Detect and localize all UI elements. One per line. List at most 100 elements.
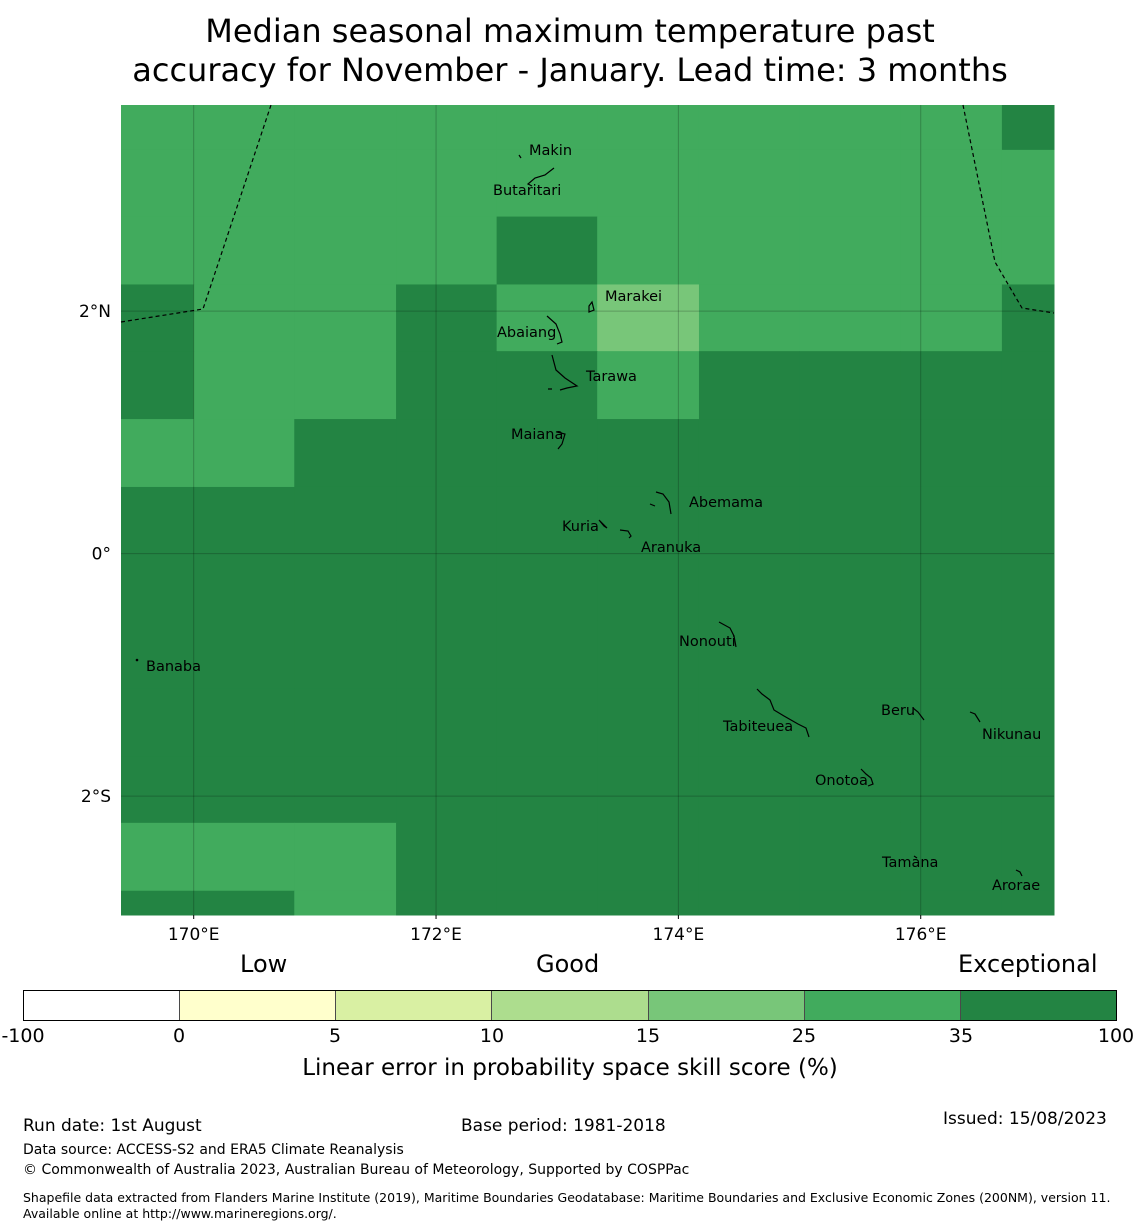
skill-cell — [121, 419, 195, 488]
skill-cell — [698, 284, 801, 352]
skill-cell — [396, 756, 498, 824]
island-label-marakei: Marakei — [605, 289, 662, 305]
skill-cell — [193, 620, 295, 689]
colorbar-tick: 0 — [172, 1025, 186, 1047]
skill-cell — [294, 553, 397, 621]
skill-cell — [900, 284, 1003, 352]
skill-cell — [900, 486, 1003, 555]
skill-cell — [698, 553, 801, 621]
skill-cell — [294, 620, 397, 689]
island-label-beru: Beru — [881, 703, 915, 719]
skill-cell — [698, 216, 801, 285]
copyright: © Commonwealth of Australia 2023, Austra… — [23, 1162, 690, 1178]
skill-cell — [121, 688, 195, 757]
y-tick-label: 2°N — [79, 302, 111, 322]
skill-cell — [900, 688, 1003, 757]
skill-cell — [597, 756, 700, 824]
skill-cell — [193, 105, 295, 151]
island-label-nonouti: Nonouti — [679, 634, 736, 650]
skill-cell — [496, 756, 598, 824]
skill-cell — [496, 890, 598, 916]
skill-cell — [698, 688, 801, 757]
eez-boundary-line — [962, 104, 1055, 314]
skill-cell — [900, 105, 1003, 151]
skill-cell — [193, 688, 295, 757]
run-date: Run date: 1st August — [23, 1116, 202, 1136]
island-label-tamana: Tamana — [881, 855, 938, 871]
skill-cell — [698, 149, 801, 218]
skill-cell — [597, 822, 700, 892]
skill-cell — [900, 822, 1003, 892]
colorbar-tick: 100 — [1097, 1025, 1135, 1047]
skill-cell — [799, 419, 901, 488]
skill-cell — [597, 216, 700, 285]
island-outline — [913, 855, 918, 859]
skill-cell — [121, 284, 195, 352]
island-label-tabiteuea: Tabiteuea — [722, 719, 793, 735]
title-line-1: Median seasonal maximum temperature past — [205, 12, 935, 50]
skill-cell — [496, 149, 598, 218]
island-outline — [912, 707, 925, 721]
data-source: Data source: ACCESS-S2 and ERA5 Climate … — [23, 1142, 404, 1158]
skill-cell — [294, 419, 397, 488]
skill-cell — [799, 105, 901, 151]
colorbar-tick: 25 — [791, 1025, 817, 1047]
skill-cell — [496, 284, 598, 352]
colorbar-tick: 15 — [635, 1025, 661, 1047]
skill-cell — [698, 105, 801, 151]
island-outline — [860, 768, 874, 787]
skill-cell — [294, 105, 397, 151]
skill-cell — [396, 553, 498, 621]
skill-cell — [597, 486, 700, 555]
colorbar-segment-15-25 — [648, 991, 805, 1020]
skill-cell — [698, 351, 801, 420]
skill-cell — [900, 216, 1003, 285]
skill-cell — [597, 620, 700, 689]
skill-cell — [193, 351, 295, 420]
skill-cell — [294, 351, 397, 420]
skill-cell — [121, 351, 195, 420]
island-label-abaiang: Abaiang — [497, 325, 556, 341]
island-outline — [649, 491, 672, 515]
skill-cell — [294, 149, 397, 218]
skill-cell — [799, 688, 901, 757]
skill-cell — [496, 553, 598, 621]
skill-cell — [294, 890, 397, 916]
skill-cell — [396, 688, 498, 757]
skill-cell — [396, 105, 498, 151]
skill-cell — [1001, 284, 1055, 352]
skill-cell — [121, 620, 195, 689]
skill-cell — [193, 553, 295, 621]
skill-cell — [597, 149, 700, 218]
eez-boundaries — [120, 104, 1055, 323]
colorbar — [23, 990, 1117, 1021]
skill-cell — [698, 486, 801, 555]
skill-cell — [121, 553, 195, 621]
skill-cell — [799, 351, 901, 420]
island-outline — [588, 300, 595, 313]
skill-cell — [496, 688, 598, 757]
skill-cell — [396, 216, 498, 285]
island-label-butaritari: Butaritari — [493, 183, 561, 199]
skill-cell — [193, 822, 295, 892]
category-exceptional: Exceptional — [958, 950, 1098, 978]
skill-cell — [900, 419, 1003, 488]
skill-cell — [121, 486, 195, 555]
x-tick-label: 176°E — [895, 925, 947, 945]
skill-cell — [799, 284, 901, 352]
category-good: Good — [536, 950, 600, 978]
skill-cell — [799, 822, 901, 892]
skill-cell — [1001, 688, 1055, 757]
skill-cell — [1001, 149, 1055, 218]
skill-cell — [496, 486, 598, 555]
skill-cell — [396, 419, 498, 488]
skill-cell — [698, 890, 801, 916]
island-outline — [598, 519, 632, 539]
island-label-makin: Makin — [529, 143, 572, 159]
eez-boundary-line — [120, 104, 272, 323]
skill-cell — [294, 688, 397, 757]
skill-cell — [496, 351, 598, 420]
island-outline — [556, 431, 566, 450]
skill-cell — [799, 486, 901, 555]
colorbar-segment-0-5 — [180, 991, 337, 1020]
